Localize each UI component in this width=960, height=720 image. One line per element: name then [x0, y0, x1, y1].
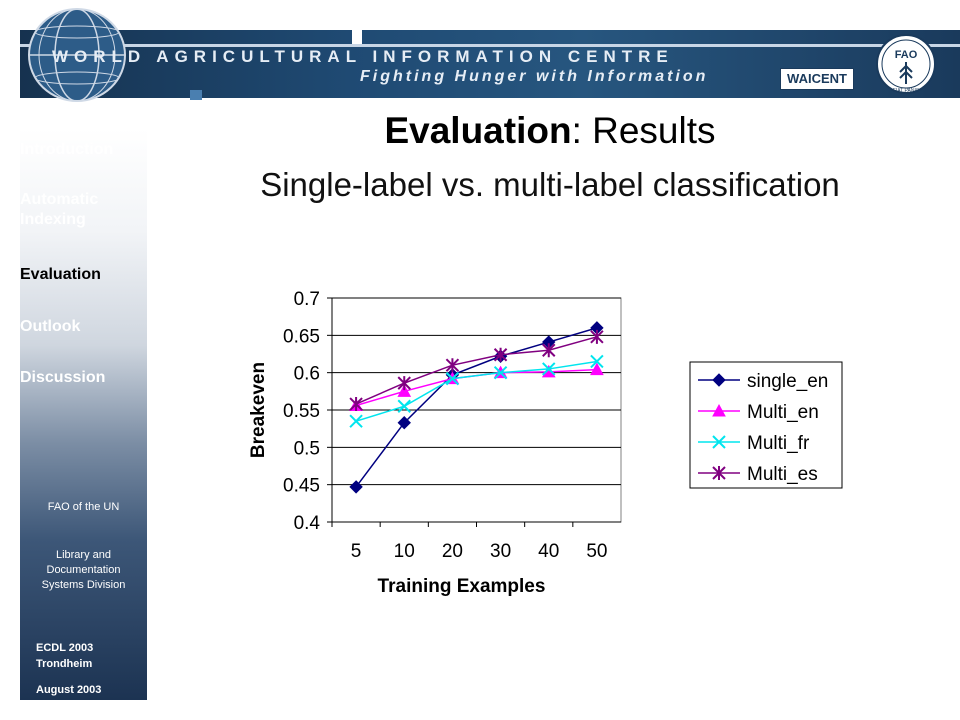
data-point-single_en	[349, 480, 363, 494]
banner-title: WORLD AGRICULTURAL INFORMATION CENTRE	[52, 47, 674, 66]
legend-label: Multi_en	[747, 402, 819, 423]
series-line-single_en	[355, 327, 598, 488]
nav-label: Evaluation	[20, 266, 101, 283]
legend-label: Multi_es	[747, 464, 818, 485]
banner-subtitle: Fighting Hunger with Information	[360, 68, 709, 85]
x-axis-label: Training Examples	[378, 576, 546, 597]
nav-label: Automatic Indexing	[20, 191, 99, 228]
nav-outlook[interactable]: Outlook	[20, 317, 150, 337]
fao-logo: FAO FIAT PANIS	[876, 34, 936, 94]
banner-decoration	[190, 90, 202, 100]
org-name: FAO of the UN	[47, 501, 120, 513]
x-tick-label: 30	[490, 541, 511, 562]
data-point-multi_fr	[445, 371, 460, 386]
x-tick-label: 20	[442, 541, 463, 562]
x-tick-label: 5	[351, 541, 362, 562]
data-point-multi_fr	[542, 362, 556, 376]
fao-logo-letters: FAO	[895, 49, 918, 61]
data-point-multi_en	[590, 362, 604, 376]
page-title: Evaluation: Results	[160, 110, 940, 152]
y-tick-label: 0.55	[283, 401, 320, 422]
nav-label: Outlook	[20, 318, 81, 335]
y-tick-label: 0.7	[294, 289, 320, 310]
nav-label: Discussion	[20, 369, 106, 386]
division-name: Library and Documentation Systems Divisi…	[41, 549, 126, 591]
data-point-multi_fr	[397, 399, 411, 413]
y-tick-label: 0.4	[294, 513, 321, 534]
legend-marker	[712, 403, 726, 417]
legend-label: single_en	[747, 371, 828, 392]
data-point-multi_es	[349, 397, 363, 412]
y-tick-label: 0.65	[283, 326, 320, 347]
conference-date: August 2003	[36, 684, 102, 696]
nav-discussion[interactable]: Discussion	[20, 368, 150, 388]
nav-introduction[interactable]: Introduction	[20, 140, 150, 160]
legend-marker	[712, 466, 726, 480]
title-bold: Evaluation	[384, 110, 572, 151]
nav-automatic-indexing[interactable]: Automatic Indexing	[20, 190, 130, 230]
nav-label: Introduction	[20, 141, 114, 158]
data-point-multi_es	[542, 343, 556, 358]
banner-decoration	[352, 30, 362, 44]
data-point-multi_es	[445, 358, 460, 373]
y-tick-label: 0.6	[294, 364, 320, 385]
data-point-multi_fr	[493, 365, 508, 380]
fao-logo-motto: FIAT PANIS	[893, 88, 920, 94]
legend-marker	[712, 373, 726, 387]
breakeven-chart: 0.4 0.45 0.5 0.55 0.6 0.65 0.7 5 10 20 30 40 50 Train…	[248, 289, 843, 597]
y-tick-label: 0.45	[283, 476, 320, 497]
series-line-multi_es	[355, 336, 598, 405]
globe-icon	[28, 8, 126, 102]
legend-marker	[712, 435, 726, 449]
page-subtitle: Single-label vs. multi-label classificat…	[260, 166, 840, 203]
data-point-multi_fr	[349, 414, 363, 428]
conference-city: Trondheim	[36, 658, 93, 670]
nav-evaluation[interactable]: Evaluation	[20, 265, 150, 285]
data-point-multi_fr	[590, 354, 604, 369]
legend-label: Multi_fr	[747, 433, 810, 454]
data-point-multi_es	[590, 329, 604, 344]
x-tick-label: 40	[538, 541, 559, 562]
waicent-logo: WAICENT	[780, 68, 854, 90]
title-rest: : Results	[571, 110, 716, 151]
conference-name: ECDL 2003	[36, 642, 94, 654]
x-tick-label: 50	[586, 541, 607, 562]
sidebar	[20, 128, 147, 700]
series-line-multi_fr	[355, 360, 598, 422]
banner-line	[20, 44, 960, 47]
data-point-single_en	[397, 415, 411, 430]
y-tick-label: 0.5	[294, 438, 320, 459]
data-point-multi_es	[397, 376, 411, 391]
x-tick-label: 10	[394, 541, 415, 562]
y-axis-label: Breakeven	[248, 362, 269, 458]
data-point-multi_en	[397, 384, 412, 397]
data-point-multi_es	[493, 347, 508, 362]
